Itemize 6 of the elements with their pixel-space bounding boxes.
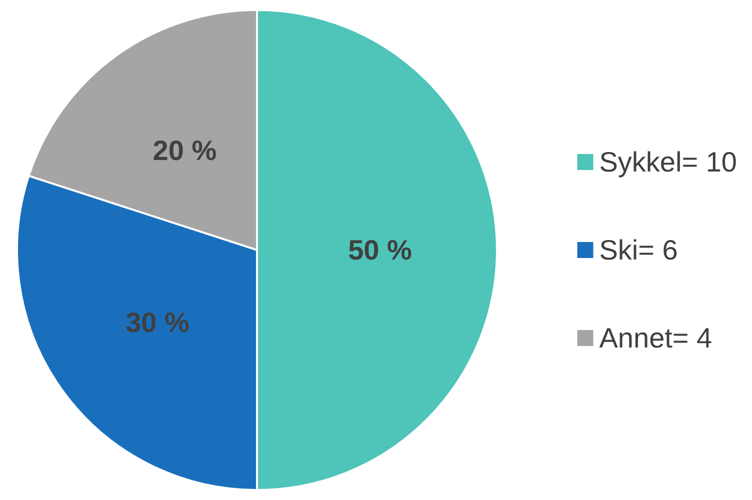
legend-label: Annet= 4 (599, 322, 712, 354)
data-label: 30 % (126, 306, 190, 338)
data-label: 20 % (152, 134, 217, 166)
legend-label: Sykkel= 10 (599, 146, 738, 178)
legend-label: Ski= 6 (599, 234, 678, 266)
data-label: 50 % (348, 234, 412, 266)
